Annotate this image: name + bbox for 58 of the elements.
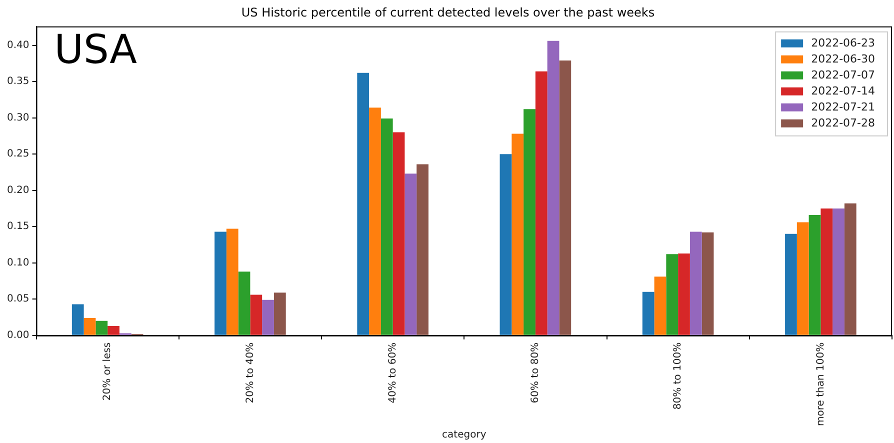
bar <box>512 134 524 335</box>
y-tick-label: 0.10 <box>7 257 30 268</box>
bar <box>262 300 274 335</box>
annotation: USA <box>54 26 138 73</box>
y-tick-label: 0.05 <box>7 294 30 305</box>
legend-label: 2022-07-14 <box>811 84 876 98</box>
bar <box>832 208 844 335</box>
bar <box>535 71 548 335</box>
x-axis-title: category <box>442 430 486 441</box>
bar <box>357 72 370 335</box>
bar <box>250 294 262 335</box>
y-tick-label: 0.30 <box>7 112 30 124</box>
y-tick-label: 0.00 <box>7 330 30 342</box>
x-tick-label: 40% to 60% <box>387 342 398 404</box>
bar <box>666 254 678 335</box>
bar <box>416 164 428 335</box>
x-tick-label: more than 100% <box>815 342 826 426</box>
bar <box>72 304 84 335</box>
bar <box>808 215 821 335</box>
bar <box>785 234 797 335</box>
bar <box>796 222 809 335</box>
bar <box>369 108 381 335</box>
legend-label: 2022-06-30 <box>811 52 876 66</box>
bar <box>820 208 833 335</box>
y-tick-label: 0.20 <box>7 184 30 196</box>
bar <box>524 109 536 335</box>
bar <box>547 40 560 335</box>
bar <box>380 118 393 335</box>
y-tick-label: 0.40 <box>7 40 30 51</box>
legend-label: 2022-07-21 <box>811 100 876 114</box>
y-tick-label: 0.15 <box>7 221 30 232</box>
bar <box>678 253 690 335</box>
bar <box>654 276 666 335</box>
bar <box>214 232 226 335</box>
bar <box>84 318 96 335</box>
x-tick-label: 60% to 80% <box>530 342 542 404</box>
bar <box>702 232 714 335</box>
y-tick-label: 0.25 <box>7 148 30 160</box>
bar <box>108 326 120 335</box>
bar <box>392 132 405 335</box>
x-tick-label: 20% or less <box>102 342 114 401</box>
bar <box>96 320 108 335</box>
bar <box>238 272 250 335</box>
bar <box>559 60 572 335</box>
bar <box>274 292 286 335</box>
legend-label: 2022-07-28 <box>811 116 876 130</box>
bar <box>844 203 856 335</box>
y-tick-label: 0.35 <box>7 76 30 88</box>
legend-label: 2022-06-23 <box>811 36 876 50</box>
x-tick-label: 80% to 100% <box>672 342 684 410</box>
bar <box>404 174 417 335</box>
bar <box>500 154 512 335</box>
x-tick-label: 20% to 40% <box>244 342 256 404</box>
chart-title: US Historic percentile of current detected levels over the past weeks <box>241 5 655 20</box>
bar <box>690 232 702 335</box>
legend-label: 2022-07-07 <box>811 68 876 82</box>
bar <box>642 292 654 335</box>
bar <box>226 228 238 335</box>
